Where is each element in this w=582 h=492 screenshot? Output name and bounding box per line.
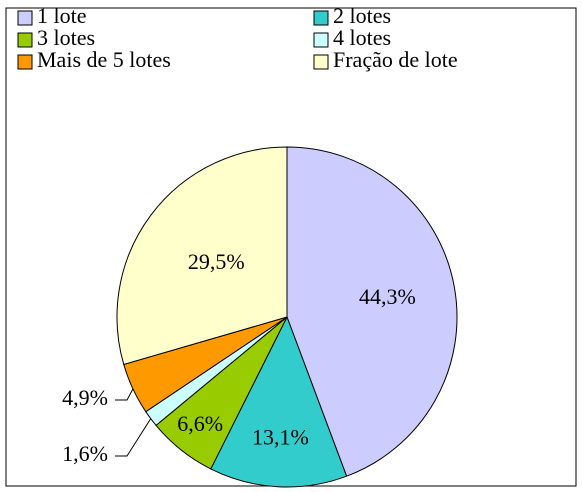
legend-swatch (313, 32, 329, 48)
data-label: 1,6% (62, 441, 108, 466)
legend-swatch (313, 10, 329, 26)
leader-line (115, 418, 152, 457)
legend-label: 4 lotes (333, 25, 391, 50)
legend-label: 3 lotes (37, 25, 95, 50)
data-label: 6,6% (177, 411, 223, 436)
pie-slice (210, 315, 348, 488)
legend-swatch (313, 54, 329, 70)
data-label: 44,3% (359, 284, 416, 309)
data-label: 4,9% (62, 385, 108, 410)
leader-line (115, 388, 134, 401)
legend-swatch (17, 54, 33, 70)
data-label: 13,1% (252, 424, 309, 449)
data-label: 29,5% (188, 249, 245, 274)
legend-label: 2 lotes (333, 3, 391, 28)
pie-slice (286, 146, 458, 477)
legend-label: Fração de lote (333, 47, 458, 72)
pie-slice (116, 146, 288, 366)
legend-label: 1 lote (37, 3, 87, 28)
legend-label: Mais de 5 lotes (37, 47, 171, 72)
legend-swatch (17, 32, 33, 48)
legend-swatch (17, 10, 33, 26)
